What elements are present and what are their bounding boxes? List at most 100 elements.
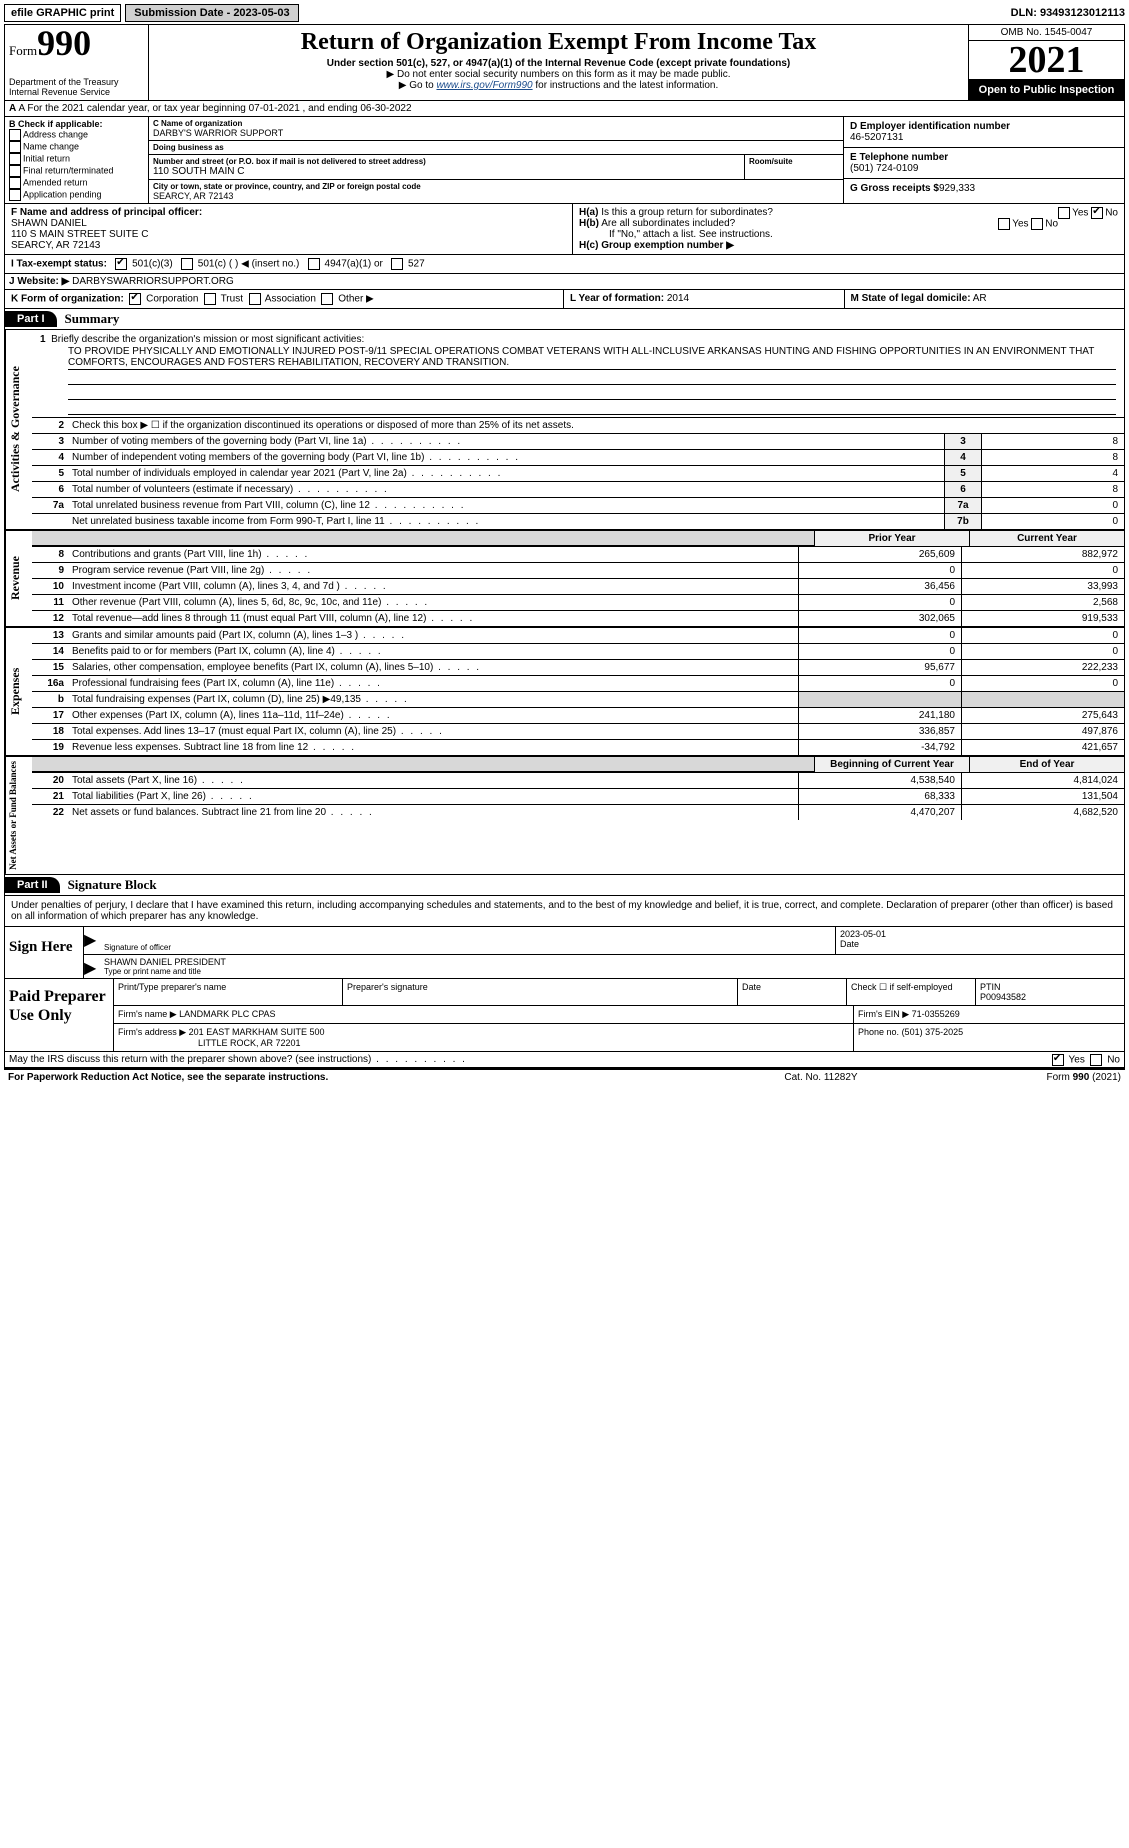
line-current xyxy=(961,692,1124,707)
header-right: OMB No. 1545-0047 2021 Open to Public In… xyxy=(968,25,1124,100)
sig-officer-label: Signature of officer xyxy=(104,943,831,952)
k-label: K Form of organization: xyxy=(11,294,124,305)
chk-address-change[interactable]: Address change xyxy=(9,129,144,141)
chk-other[interactable] xyxy=(321,293,333,305)
line-desc: Total revenue—add lines 8 through 11 (mu… xyxy=(68,611,798,626)
chk-ha-yes[interactable] xyxy=(1058,207,1070,219)
row-a-text: A For the 2021 calendar year, or tax yea… xyxy=(18,103,411,114)
chk-corp[interactable] xyxy=(129,293,141,305)
line-prior: 95,677 xyxy=(798,660,961,675)
line-desc: Grants and similar amounts paid (Part IX… xyxy=(68,628,798,643)
part1-header-row: Part I Summary xyxy=(5,309,1124,330)
exp-content: 13 Grants and similar amounts paid (Part… xyxy=(32,628,1124,755)
line-current: 2,568 xyxy=(961,595,1124,610)
efile-badge: efile GRAPHIC print xyxy=(4,4,121,22)
city-label: City or town, state or province, country… xyxy=(153,182,839,191)
line-row: 12 Total revenue—add lines 8 through 11 … xyxy=(32,610,1124,626)
dept-label: Department of the Treasury xyxy=(9,77,144,87)
line-current: 131,504 xyxy=(961,789,1124,804)
line-current: 0 xyxy=(961,644,1124,659)
line-row: 21 Total liabilities (Part X, line 26) 6… xyxy=(32,788,1124,804)
line-desc: Total assets (Part X, line 16) xyxy=(68,773,798,788)
arrow-icon: ▶ xyxy=(84,927,100,954)
h-b: H(b) Are all subordinates included? Yes … xyxy=(579,218,1118,229)
topbar: efile GRAPHIC print Submission Date - 20… xyxy=(4,4,1125,22)
chk-527[interactable] xyxy=(391,258,403,270)
chk-501c[interactable] xyxy=(181,258,193,270)
chk-hb-yes[interactable] xyxy=(998,218,1010,230)
cell-k: K Form of organization: Corporation Trus… xyxy=(5,290,563,308)
chk-hb-no[interactable] xyxy=(1031,218,1043,230)
note2-a: ▶ Go to xyxy=(399,80,437,91)
d-value: 46-5207131 xyxy=(850,132,903,143)
chk-501c3[interactable] xyxy=(115,258,127,270)
row-i-tax-status: I Tax-exempt status: 501(c)(3) 501(c) ( … xyxy=(5,255,1124,274)
prep-selfemp-cell: Check ☐ if self-employed xyxy=(847,979,976,1005)
open-public-badge: Open to Public Inspection xyxy=(969,80,1124,100)
prep-row-3: Firm's address ▶ 201 EAST MARKHAM SUITE … xyxy=(114,1024,1124,1051)
cell-h-group: H(a) Is this a group return for subordin… xyxy=(573,204,1124,254)
mission-blank-2 xyxy=(68,385,1116,400)
header-center: Return of Organization Exempt From Incom… xyxy=(149,25,968,100)
chk-amended-return[interactable]: Amended return xyxy=(9,177,144,189)
line-prior: 0 xyxy=(798,676,961,691)
line-row: 18 Total expenses. Add lines 13–17 (must… xyxy=(32,723,1124,739)
prep-date-cell: Date xyxy=(738,979,847,1005)
cell-ein: D Employer identification number 46-5207… xyxy=(844,117,1124,148)
line-row: 6 Total number of volunteers (estimate i… xyxy=(32,481,1124,497)
h-c: H(c) Group exemption number ▶ xyxy=(579,240,1118,251)
sig-row-2: ▶ SHAWN DANIEL PRESIDENT Type or print n… xyxy=(84,955,1124,978)
tax-year: 2021 xyxy=(969,41,1124,80)
cell-street: Number and street (or P.O. box if mail i… xyxy=(149,155,843,180)
rev-col-hdr: Prior Year Current Year xyxy=(32,531,1124,546)
chk-discuss-yes[interactable] xyxy=(1052,1054,1064,1066)
line-desc: Salaries, other compensation, employee b… xyxy=(68,660,798,675)
sign-here-block: Sign Here ▶ Signature of officer 2023-05… xyxy=(5,927,1124,979)
line-row: 14 Benefits paid to or for members (Part… xyxy=(32,643,1124,659)
side-label-net: Net Assets or Fund Balances xyxy=(5,757,32,874)
cell-dba: Doing business as xyxy=(149,141,843,155)
chk-name-change[interactable]: Name change xyxy=(9,141,144,153)
cell-l-m: L Year of formation: 2014 M State of leg… xyxy=(563,290,1124,308)
line-prior xyxy=(798,692,961,707)
line-val: 8 xyxy=(981,482,1124,497)
chk-final-return[interactable]: Final return/terminated xyxy=(9,165,144,177)
sign-here-fields: ▶ Signature of officer 2023-05-01 Date ▶… xyxy=(83,927,1124,978)
e-label: E Telephone number xyxy=(850,152,948,163)
line-current: 497,876 xyxy=(961,724,1124,739)
line-row: b Total fundraising expenses (Part IX, c… xyxy=(32,691,1124,707)
line-desc: Total number of volunteers (estimate if … xyxy=(68,482,944,497)
chk-trust[interactable] xyxy=(204,293,216,305)
line-val: 8 xyxy=(981,450,1124,465)
sig-date-cell: 2023-05-01 Date xyxy=(835,927,1124,954)
chk-initial-return[interactable]: Initial return xyxy=(9,153,144,165)
entity-block: B Check if applicable: Address change Na… xyxy=(5,117,1124,204)
line-row: 22 Net assets or fund balances. Subtract… xyxy=(32,804,1124,820)
header-left: Form990 Department of the Treasury Inter… xyxy=(5,25,149,100)
sign-here-label: Sign Here xyxy=(5,927,83,978)
line-2: 2 Check this box ▶ ☐ if the organization… xyxy=(32,417,1124,433)
chk-discuss-no[interactable] xyxy=(1090,1054,1102,1066)
line-row: 8 Contributions and grants (Part VIII, l… xyxy=(32,546,1124,562)
line-box: 7b xyxy=(944,514,981,529)
prep-ptin-cell: PTINP00943582 xyxy=(976,979,1124,1005)
line-prior: 0 xyxy=(798,644,961,659)
line-prior: 68,333 xyxy=(798,789,961,804)
line-desc: Benefits paid to or for members (Part IX… xyxy=(68,644,798,659)
form-note2: ▶ Go to www.irs.gov/Form990 for instruct… xyxy=(155,80,962,91)
chk-application-pending[interactable]: Application pending xyxy=(9,189,144,201)
line-row: 17 Other expenses (Part IX, column (A), … xyxy=(32,707,1124,723)
room-label: Room/suite xyxy=(749,157,839,166)
chk-assoc[interactable] xyxy=(249,293,261,305)
chk-ha-no[interactable] xyxy=(1091,207,1103,219)
line-prior: 0 xyxy=(798,628,961,643)
line-row: 9 Program service revenue (Part VIII, li… xyxy=(32,562,1124,578)
chk-4947[interactable] xyxy=(308,258,320,270)
c-label: C Name of organization xyxy=(153,119,839,128)
firm-phone-cell: Phone no. (501) 375-2025 xyxy=(854,1024,1124,1051)
irs-link[interactable]: www.irs.gov/Form990 xyxy=(436,80,532,91)
row-f-h: F Name and address of principal officer:… xyxy=(5,204,1124,255)
part2-badge: Part II xyxy=(5,877,60,893)
h-b-note: If "No," attach a list. See instructions… xyxy=(579,229,1118,240)
line-row: 7a Total unrelated business revenue from… xyxy=(32,497,1124,513)
